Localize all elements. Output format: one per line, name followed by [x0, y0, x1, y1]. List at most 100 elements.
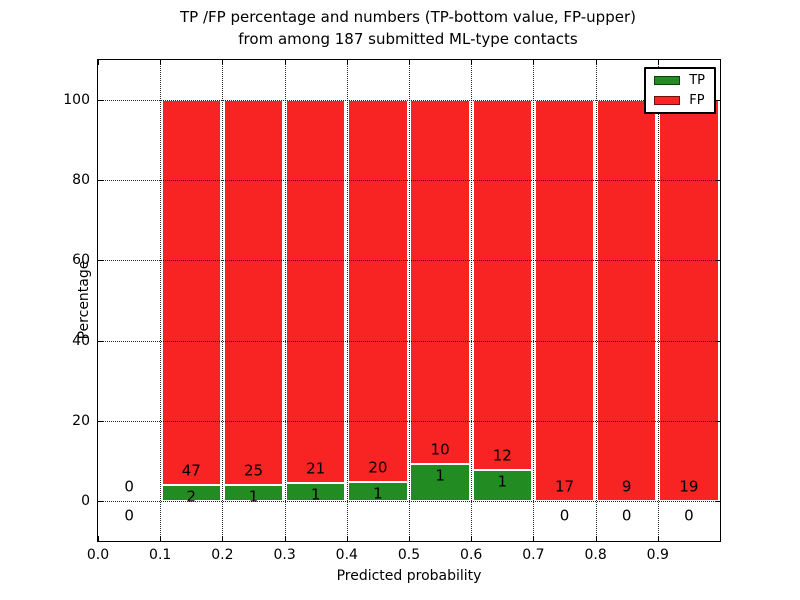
x-tick-mark	[533, 536, 535, 541]
y-tick-mark-right	[715, 420, 720, 422]
tp-count-annotation: 1	[310, 485, 321, 504]
gridline-vertical	[409, 60, 410, 541]
x-tick-mark	[160, 536, 162, 541]
x-tick-label: 0.9	[646, 547, 669, 563]
legend: TP FP	[644, 67, 716, 114]
x-tick-mark-top	[98, 60, 99, 65]
y-tick-label: 0	[81, 492, 90, 509]
tp-count-annotation: 0	[684, 506, 694, 525]
gridline-vertical	[284, 60, 286, 541]
x-tick-label: 0.1	[149, 547, 172, 563]
y-tick-mark	[98, 420, 103, 422]
x-tick-mark-top	[409, 60, 410, 65]
y-tick-mark-right	[715, 180, 720, 182]
legend-item-tp: TP	[654, 74, 705, 87]
tp-swatch-icon	[654, 76, 681, 85]
bar-segment-tp	[472, 470, 533, 501]
fp-count-annotation: 10	[430, 440, 450, 459]
x-tick-mark	[98, 536, 99, 541]
fp-count-annotation: 25	[243, 461, 264, 480]
x-tick-mark	[346, 536, 348, 541]
x-tick-mark	[595, 536, 597, 541]
x-tick-label: 0.0	[86, 547, 110, 563]
tp-count-annotation: 1	[497, 472, 508, 491]
chart-title-line1: TP /FP percentage and numbers (TP-bottom…	[180, 8, 636, 26]
x-axis-label: Predicted probability	[336, 568, 482, 584]
tp-count-annotation: 1	[373, 484, 383, 503]
bar-segment-tp	[161, 484, 222, 501]
bar-segment-fp	[410, 100, 470, 465]
y-tick-mark-right	[715, 100, 720, 102]
plot-area: Percentage Predicted probability TP FP 0…	[63, 59, 721, 584]
x-tick-mark-top	[222, 60, 224, 65]
y-tick-label: 100	[63, 92, 90, 109]
x-tick-mark-top	[346, 60, 348, 65]
y-tick-mark	[98, 100, 103, 102]
x-tick-mark-top	[160, 60, 162, 65]
x-tick-label: 0.5	[397, 547, 421, 563]
bar-segment-fp	[534, 100, 595, 501]
gridline-vertical	[160, 60, 162, 541]
tp-count-annotation: 0	[124, 506, 134, 525]
fp-count-annotation: 17	[554, 477, 575, 496]
x-tick-mark	[409, 536, 410, 541]
fp-count-annotation: 20	[368, 458, 388, 477]
y-tick-mark-right	[715, 500, 720, 502]
legend-label-fp: FP	[689, 93, 705, 108]
gridline-vertical	[595, 60, 597, 541]
bar-segment-tp	[285, 482, 346, 501]
x-tick-label: 0.7	[522, 547, 545, 563]
bar-segment-fp	[472, 100, 533, 471]
bar-segment-fp	[285, 100, 346, 483]
bar-segment-fp	[659, 100, 719, 501]
x-tick-label: 0.8	[584, 547, 607, 563]
y-tick-label: 80	[72, 172, 90, 189]
gridline-vertical	[657, 60, 659, 541]
bar-segment-fp	[596, 100, 657, 501]
x-tick-label: 0.6	[460, 547, 483, 563]
x-tick-mark-top	[657, 60, 659, 65]
chart-title-line2: from among 187 submitted ML-type contact…	[238, 29, 578, 48]
tp-count-annotation: 1	[435, 466, 445, 485]
gridline-vertical	[533, 60, 535, 541]
y-tick-mark-right	[715, 340, 720, 342]
x-tick-label: 0.3	[273, 547, 296, 563]
bar-segment-tp	[348, 481, 408, 501]
chart-title: TP /FP percentage and numbers (TP-bottom…	[97, 7, 719, 51]
y-tick-label: 60	[72, 252, 90, 269]
y-tick-mark	[98, 260, 103, 262]
x-tick-mark	[284, 536, 286, 541]
y-axis-label: Percentage	[76, 260, 92, 340]
gridline-vertical	[222, 60, 224, 541]
bar-segment-fp	[348, 100, 408, 482]
tp-count-annotation: 2	[186, 487, 197, 506]
x-tick-mark	[222, 536, 224, 541]
y-tick-mark	[98, 340, 103, 342]
y-tick-mark	[98, 180, 103, 182]
x-tick-label: 0.4	[335, 547, 358, 563]
tp-count-annotation: 0	[621, 506, 632, 525]
fp-count-annotation: 21	[306, 459, 326, 478]
fp-count-annotation: 12	[492, 446, 512, 465]
gridline-vertical	[346, 60, 348, 541]
legend-label-tp: TP	[689, 73, 705, 88]
tp-count-annotation: 1	[248, 487, 259, 506]
x-tick-mark-top	[284, 60, 286, 65]
y-tick-mark	[98, 500, 103, 502]
legend-item-fp: FP	[654, 94, 705, 107]
bar-segment-fp	[223, 100, 284, 486]
x-tick-mark-top	[595, 60, 597, 65]
tp-count-annotation: 0	[559, 506, 570, 525]
x-tick-mark	[471, 536, 473, 541]
x-tick-mark-top	[471, 60, 473, 65]
fp-count-annotation: 19	[679, 477, 699, 496]
y-tick-label: 40	[72, 332, 90, 349]
x-tick-mark	[657, 536, 659, 541]
fp-count-annotation: 0	[124, 477, 134, 496]
bar-segment-tp	[223, 485, 284, 501]
x-tick-mark-top	[533, 60, 535, 65]
y-tick-mark-right	[715, 260, 720, 262]
fp-swatch-icon	[654, 96, 681, 105]
gridline-vertical	[471, 60, 473, 541]
